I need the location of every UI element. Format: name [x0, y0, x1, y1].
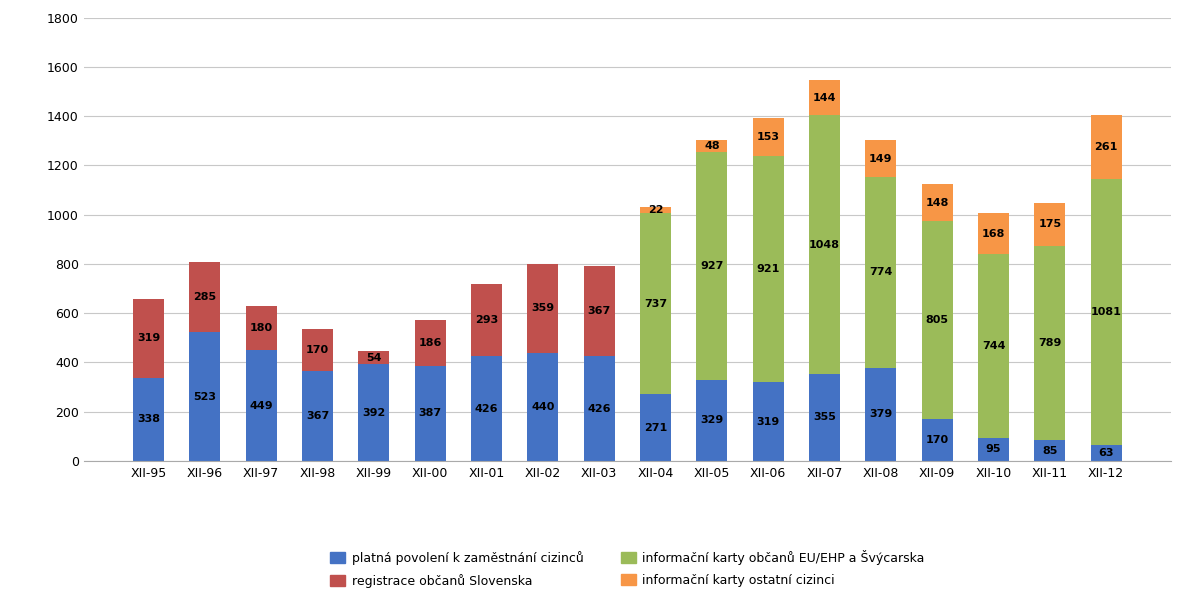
Bar — [246, 306, 277, 350]
Text: 359: 359 — [532, 303, 554, 313]
Text: 921: 921 — [756, 264, 780, 274]
Bar — [1035, 246, 1065, 440]
Text: 355: 355 — [813, 413, 836, 423]
Text: 148: 148 — [925, 197, 949, 207]
Text: 319: 319 — [756, 417, 780, 427]
Bar — [865, 177, 896, 368]
Bar — [190, 262, 220, 332]
Text: 144: 144 — [813, 93, 836, 103]
Text: 774: 774 — [869, 267, 893, 277]
Text: 927: 927 — [700, 261, 723, 271]
Bar — [921, 221, 952, 419]
Text: 149: 149 — [869, 154, 893, 164]
Bar — [1035, 203, 1065, 246]
Bar — [978, 213, 1009, 254]
Bar — [1035, 440, 1065, 461]
Text: 170: 170 — [926, 435, 949, 445]
Bar — [978, 437, 1009, 461]
Bar — [865, 368, 896, 461]
Text: 805: 805 — [926, 315, 949, 325]
Bar — [246, 350, 277, 461]
Text: 175: 175 — [1038, 219, 1061, 229]
Bar — [1091, 115, 1122, 179]
Text: 426: 426 — [474, 404, 498, 414]
Bar — [302, 371, 333, 461]
Text: 338: 338 — [137, 414, 160, 424]
Text: 392: 392 — [362, 408, 386, 418]
Bar — [921, 419, 952, 461]
Bar — [753, 155, 784, 382]
Bar — [641, 213, 672, 394]
Text: 186: 186 — [418, 338, 442, 348]
Text: 180: 180 — [250, 323, 272, 333]
Bar — [641, 207, 672, 213]
Bar — [527, 264, 558, 353]
Text: 367: 367 — [306, 411, 329, 421]
Bar — [190, 332, 220, 461]
Text: 170: 170 — [306, 345, 329, 355]
Bar — [302, 329, 333, 371]
Bar — [697, 152, 728, 380]
Bar — [1091, 179, 1122, 446]
Bar — [641, 394, 672, 461]
Bar — [1091, 446, 1122, 461]
Text: 22: 22 — [648, 205, 663, 215]
Text: 789: 789 — [1038, 338, 1061, 348]
Text: 1048: 1048 — [809, 239, 840, 249]
Bar — [809, 80, 840, 115]
Text: 168: 168 — [982, 229, 1005, 239]
Bar — [697, 380, 728, 461]
Bar — [865, 141, 896, 177]
Text: 1081: 1081 — [1091, 307, 1122, 317]
Bar — [978, 254, 1009, 437]
Bar — [358, 365, 390, 461]
Text: 85: 85 — [1042, 446, 1058, 456]
Text: 153: 153 — [756, 132, 779, 142]
Text: 737: 737 — [644, 298, 667, 309]
Text: 319: 319 — [137, 333, 160, 343]
Bar — [471, 356, 502, 461]
Bar — [583, 356, 614, 461]
Text: 48: 48 — [704, 141, 719, 151]
Text: 744: 744 — [982, 341, 1005, 351]
Text: 523: 523 — [194, 392, 216, 402]
Bar — [133, 378, 164, 461]
Bar — [697, 140, 728, 152]
Bar — [471, 284, 502, 356]
Bar — [415, 320, 446, 366]
Bar — [415, 366, 446, 461]
Text: 387: 387 — [418, 408, 442, 418]
Text: 440: 440 — [532, 402, 554, 412]
Bar — [358, 351, 390, 365]
Text: 379: 379 — [869, 410, 893, 420]
Bar — [753, 118, 784, 155]
Text: 95: 95 — [986, 444, 1001, 454]
Text: 329: 329 — [700, 415, 723, 426]
Text: 271: 271 — [644, 423, 667, 433]
Text: 261: 261 — [1095, 142, 1117, 152]
Bar — [921, 184, 952, 221]
Bar — [809, 115, 840, 374]
Legend: platná povolení k zaměstnání cizinců, registrace občanů Slovenska, informační ka: platná povolení k zaměstnání cizinců, re… — [330, 550, 925, 587]
Text: 63: 63 — [1098, 448, 1114, 458]
Text: 285: 285 — [194, 292, 216, 302]
Text: 449: 449 — [250, 401, 272, 411]
Bar — [809, 374, 840, 461]
Text: 426: 426 — [588, 404, 611, 414]
Bar — [527, 353, 558, 461]
Bar — [583, 266, 614, 356]
Bar — [133, 299, 164, 378]
Text: 367: 367 — [588, 306, 611, 316]
Bar — [753, 382, 784, 461]
Text: 54: 54 — [366, 353, 381, 363]
Text: 293: 293 — [474, 315, 498, 325]
